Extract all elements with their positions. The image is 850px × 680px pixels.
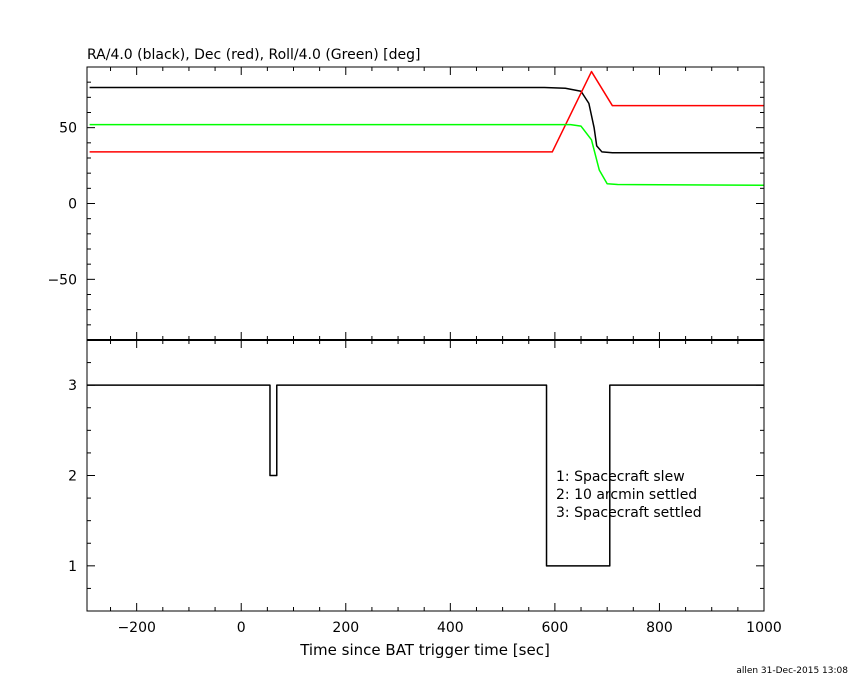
bottom-x-tick-label: 1000 [746,620,782,636]
top-panel-frame [86,66,765,341]
bottom-x-tick-label: 600 [542,620,569,636]
top-y-tick-label: −50 [47,272,77,288]
footer-credit: allen 31-Dec-2015 13:08 [736,666,848,676]
legend-line-3: 3: Spacecraft settled [556,505,702,521]
x-axis-label: Time since BAT trigger time [sec] [299,641,550,659]
bottom-series-0 [87,384,764,567]
bottom-x-tick-label: 200 [332,620,359,636]
bottom-panel: −200 0 200 400 600 800 1000 1 2 3 1: Spacecraft s… [68,339,782,636]
top-panel: −50 0 50 [47,66,765,341]
bottom-y-tick-label: 1 [68,559,77,575]
top-panel-title: RA/4.0 (black), Dec (red), Roll/4.0 (Gre… [87,47,420,63]
top-series-2 [89,123,765,187]
top-y-tick-label: 0 [68,197,77,213]
bottom-y-tick-label: 2 [68,469,77,485]
bottom-y-tick-label: 3 [68,378,77,394]
top-series-1 [89,70,764,153]
top-series-0 [89,86,764,154]
bottom-x-tick-label: 0 [237,620,246,636]
legend-line-2: 2: 10 arcmin settled [556,487,697,503]
bottom-x-tick-label: 800 [646,620,673,636]
bottom-x-tick-label: −200 [117,620,155,636]
legend-line-1: 1: Spacecraft slew [556,469,685,485]
bottom-x-tick-label: 400 [437,620,464,636]
top-y-tick-label: 50 [59,121,77,137]
